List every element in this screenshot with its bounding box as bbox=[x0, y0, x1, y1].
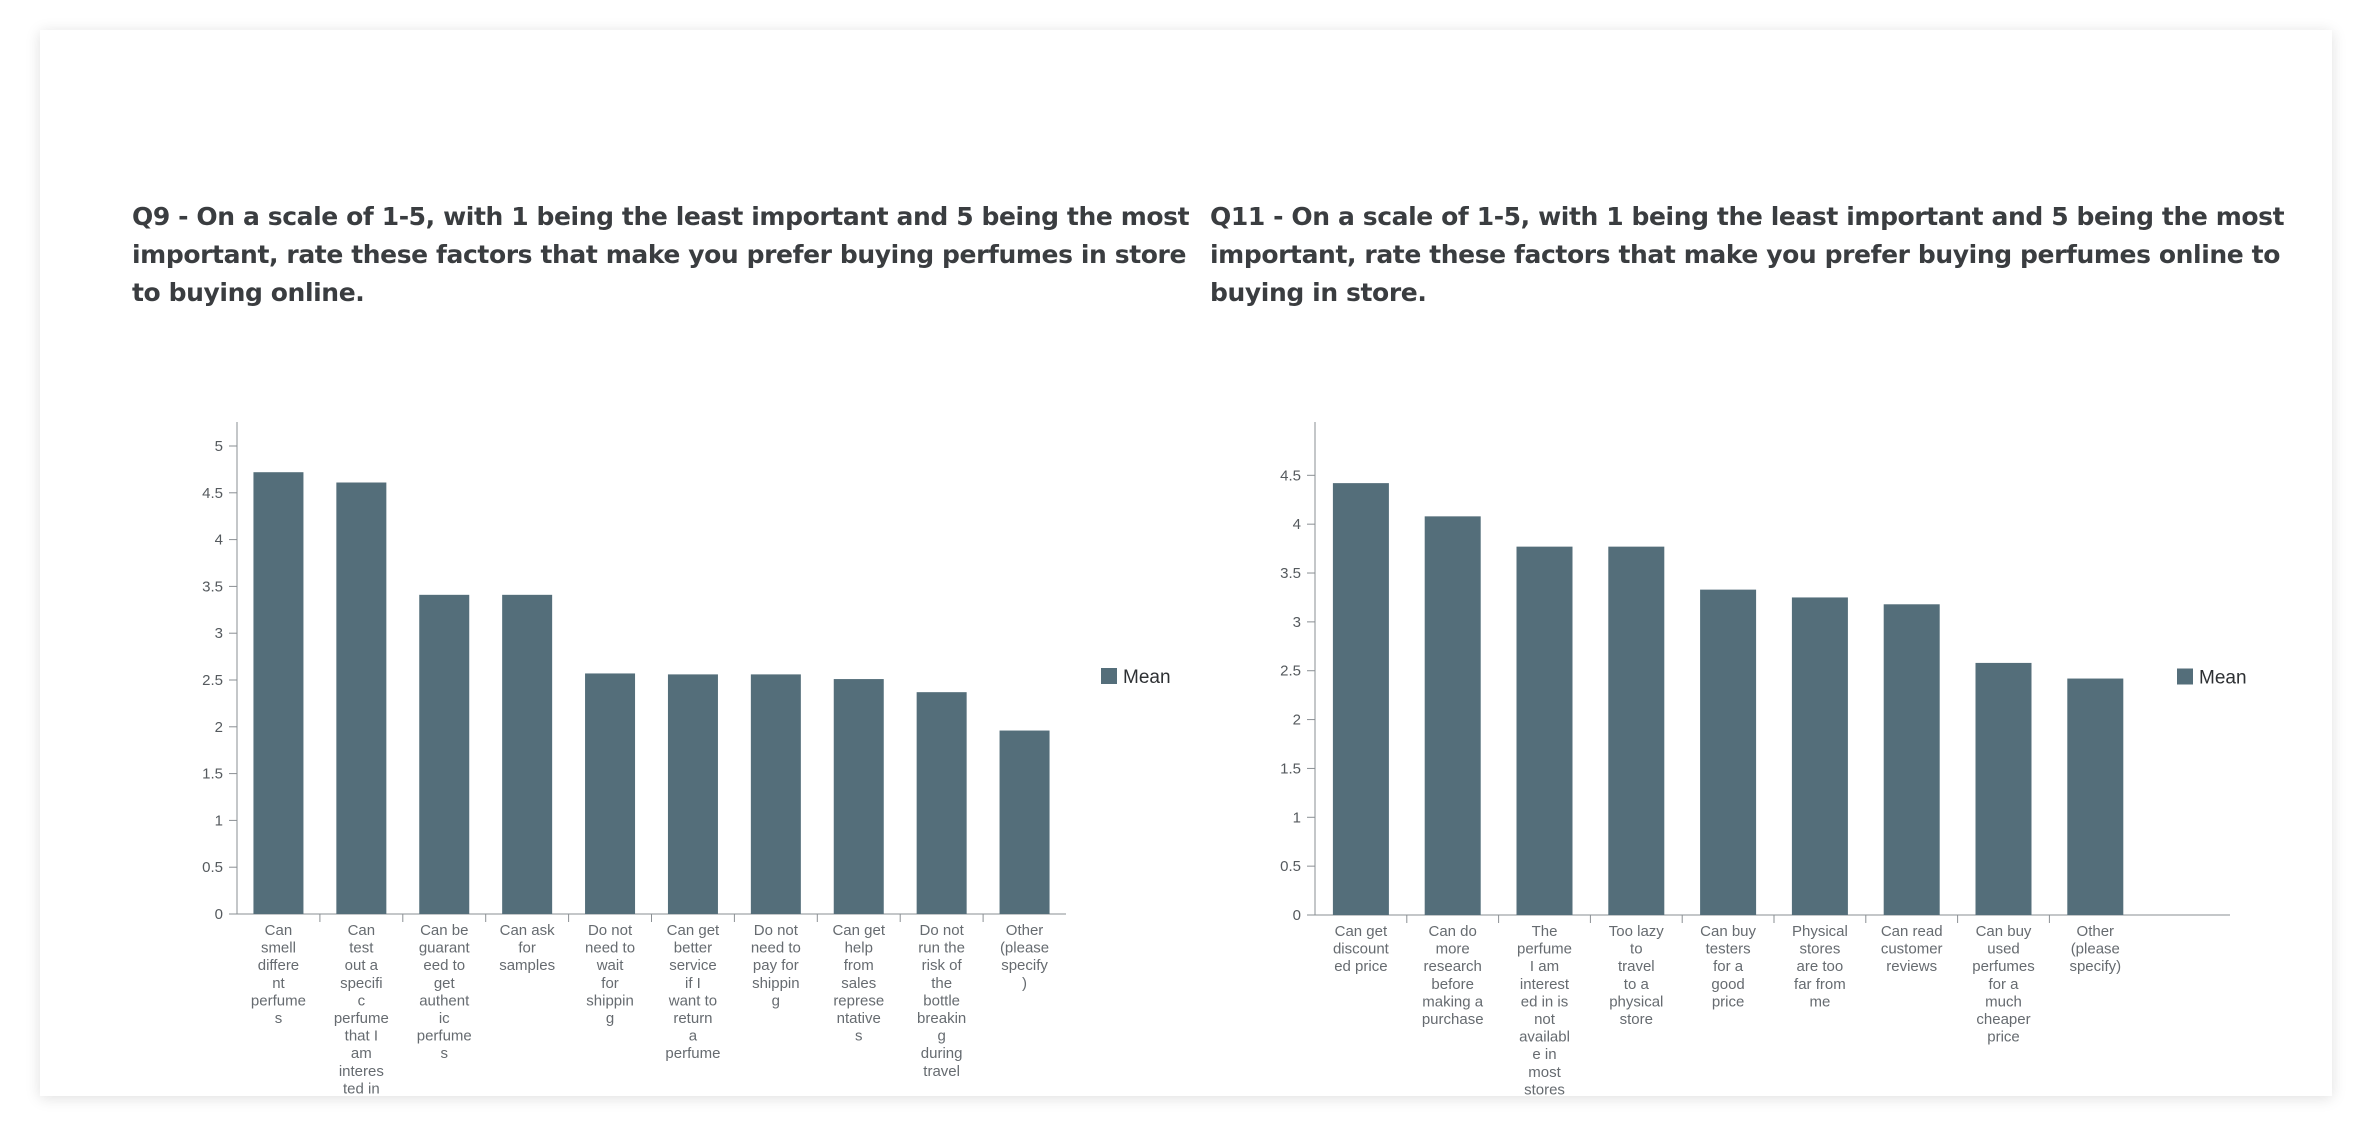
x-category-label: Can be guarant eed to get authent ic perfume s bbox=[417, 922, 472, 1062]
y-tick-label: 2.5 bbox=[1280, 663, 1301, 680]
y-tick-label: 4 bbox=[215, 532, 223, 549]
bar[interactable] bbox=[1332, 483, 1389, 915]
y-tick-label: 2.5 bbox=[202, 672, 223, 689]
y-tick-label: 1.5 bbox=[1280, 760, 1301, 777]
y-tick-label: 2 bbox=[1293, 712, 1301, 729]
legend-swatch bbox=[1101, 668, 1117, 684]
bar[interactable] bbox=[750, 674, 801, 914]
report-card: Q9 - On a scale of 1-5, with 1 being the… bbox=[40, 30, 2332, 1098]
legend-label: Mean bbox=[2199, 668, 2247, 689]
bar[interactable] bbox=[667, 674, 718, 914]
y-tick-label: 4.5 bbox=[202, 485, 223, 502]
x-category-label: Can smell differe nt perfume s bbox=[251, 922, 306, 1027]
y-tick-label: 4.5 bbox=[1280, 467, 1301, 484]
y-tick-label: 1 bbox=[215, 812, 223, 829]
bar[interactable] bbox=[253, 472, 304, 914]
chart-title: Q9 - On a scale of 1-5, with 1 being the… bbox=[132, 202, 1190, 307]
y-tick-label: 3.5 bbox=[1280, 565, 1301, 582]
x-category-label: Do not need to wait for shippin g bbox=[585, 922, 635, 1027]
x-category-label: Other (please specify) bbox=[1000, 922, 1049, 992]
y-tick-label: 2 bbox=[215, 719, 223, 736]
chart-title: Q11 - On a scale of 1-5, with 1 being th… bbox=[1210, 202, 2285, 307]
legend-swatch bbox=[2177, 668, 2193, 685]
bar[interactable] bbox=[1791, 597, 1848, 915]
bar[interactable] bbox=[833, 679, 884, 914]
bar[interactable] bbox=[1608, 546, 1665, 915]
q11-bar-chart: 0 0.5 1 1.5 2 2.5 3 3.5 4 4.5 Can get discount ed pr… bbox=[1280, 422, 2247, 1098]
bar[interactable] bbox=[419, 594, 470, 914]
bar[interactable] bbox=[916, 692, 967, 914]
bar[interactable] bbox=[585, 673, 636, 914]
y-tick-label: 5 bbox=[215, 438, 223, 455]
y-tick-label: 4 bbox=[1293, 516, 1301, 533]
x-category-label: Too lazy to travel to a physical store bbox=[1609, 923, 1665, 1028]
bar[interactable] bbox=[1700, 589, 1757, 915]
bar[interactable] bbox=[2067, 678, 2124, 915]
y-tick-label: 0.5 bbox=[202, 859, 223, 876]
x-category-label: Can do more research before making a purchase bbox=[1422, 923, 1484, 1028]
y-tick-label: 1 bbox=[1293, 809, 1301, 826]
bar[interactable] bbox=[502, 594, 553, 914]
x-category-label: Can get help from sales represe ntative s bbox=[832, 922, 885, 1045]
bar[interactable] bbox=[1516, 546, 1573, 915]
y-tick-label: 0 bbox=[215, 906, 223, 923]
x-category-label: Can buy testers for a good price bbox=[1700, 923, 1756, 1010]
bar[interactable] bbox=[999, 730, 1050, 914]
x-category-label: Can get discount ed price bbox=[1333, 923, 1390, 975]
y-tick-label: 0 bbox=[1293, 907, 1301, 924]
x-category-label: Do not need to pay for shippin g bbox=[751, 922, 801, 1009]
bar[interactable] bbox=[1424, 516, 1481, 915]
legend-label: Mean bbox=[1123, 667, 1171, 688]
q9-bar-chart: 0 0.5 1 1.5 2 2.5 3 3.5 4 4.5 5 Can smell differe nt pe… bbox=[202, 422, 1171, 1097]
q9-panel: Q9 - On a scale of 1-5, with 1 being the… bbox=[132, 198, 1202, 1097]
y-tick-label: 3 bbox=[1293, 614, 1301, 631]
x-category-label: Other (please specify) bbox=[2069, 923, 2121, 975]
bar[interactable] bbox=[1883, 604, 1940, 915]
bar[interactable] bbox=[1975, 662, 2032, 915]
x-category-label: Physical stores are too far from me bbox=[1792, 923, 1848, 1010]
x-category-label: Do not run the risk of the bottle breakin g dur… bbox=[917, 922, 966, 1080]
q11-panel: Q11 - On a scale of 1-5, with 1 being th… bbox=[1210, 198, 2300, 1098]
x-category-label: Can read customer reviews bbox=[1881, 923, 1943, 975]
y-tick-label: 3.5 bbox=[202, 578, 223, 595]
x-category-label: Can buy used perfumes for a much cheaper price bbox=[1972, 923, 2035, 1046]
y-tick-label: 3 bbox=[215, 625, 223, 642]
x-category-label: Can ask for samples bbox=[499, 922, 555, 974]
bar[interactable] bbox=[336, 482, 387, 914]
y-tick-label: 0.5 bbox=[1280, 858, 1301, 875]
y-tick-label: 1.5 bbox=[202, 766, 223, 783]
x-category-label: The perfume I am interest ed in is not availab… bbox=[1517, 923, 1572, 1098]
